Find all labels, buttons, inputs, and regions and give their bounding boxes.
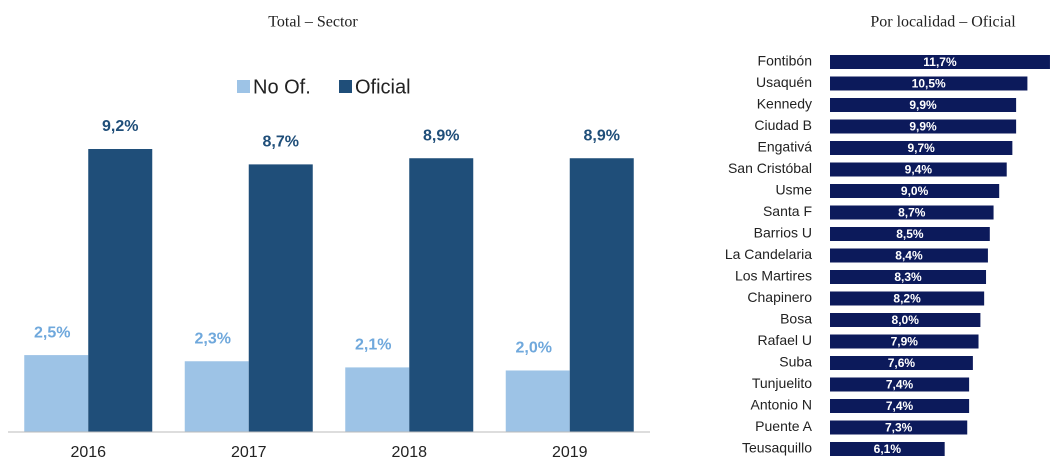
data-label: 9,2% [102, 118, 138, 135]
y-tick-label: Puente A [755, 418, 812, 434]
data-label: 2,5% [34, 324, 70, 341]
data-label: 8,4% [895, 249, 923, 263]
bar [830, 119, 1017, 134]
y-tick-label: La Candelaria [725, 246, 812, 262]
bar [345, 367, 410, 432]
y-tick-label: Antonio N [751, 397, 812, 413]
bar [830, 442, 945, 456]
data-label: 7,4% [886, 399, 914, 413]
legend-swatch [339, 80, 352, 93]
data-label: 7,6% [888, 356, 916, 370]
data-label: 7,9% [891, 335, 919, 349]
data-label: 10,5% [912, 77, 946, 91]
bar [830, 248, 988, 263]
data-label: 9,9% [909, 98, 937, 112]
data-label: 7,3% [885, 421, 913, 435]
y-tick-label: Engativá [758, 139, 813, 155]
bar [830, 291, 985, 306]
y-tick-label: Santa F [763, 203, 812, 219]
legend-label: No Of. [253, 76, 311, 98]
bar [830, 399, 970, 413]
y-tick-label: Usaquén [756, 74, 812, 90]
data-label: 7,4% [886, 378, 914, 392]
bar [830, 141, 1013, 155]
y-tick-label: Tunjuelito [752, 375, 812, 391]
data-label: 8,7% [898, 206, 926, 220]
x-tick-label: 2016 [70, 444, 106, 461]
data-label: 9,9% [909, 120, 937, 134]
data-label: 2,1% [355, 337, 391, 354]
chart-title: Total – Sector [268, 14, 358, 31]
legend-label: Oficial [355, 76, 411, 98]
x-tick-label: 2017 [231, 444, 267, 461]
y-tick-label: Los Martires [735, 268, 812, 284]
y-tick-label: Usme [775, 182, 812, 198]
y-tick-label: Teusaquillo [742, 440, 812, 456]
data-label: 8,7% [263, 134, 299, 151]
data-label: 8,5% [896, 227, 924, 241]
y-tick-label: Fontibón [758, 53, 812, 69]
bar [830, 205, 994, 220]
data-label: 2,0% [516, 340, 552, 357]
bar [24, 355, 89, 432]
data-label: 8,2% [893, 292, 921, 306]
bar [830, 184, 1000, 198]
x-tick-label: 2019 [552, 444, 588, 461]
bar [830, 334, 979, 349]
bar [830, 55, 1050, 69]
y-tick-label: Ciudad B [754, 117, 812, 133]
data-label: 2,3% [195, 330, 231, 347]
bar [830, 162, 1007, 177]
y-tick-label: Chapinero [747, 289, 812, 305]
bar [830, 270, 987, 284]
data-label: 8,9% [584, 127, 620, 144]
data-label: 9,7% [908, 141, 936, 155]
y-tick-label: Rafael U [758, 332, 812, 348]
y-tick-label: Bosa [780, 311, 812, 327]
bar [830, 420, 968, 435]
bar [830, 356, 973, 370]
y-tick-label: Barrios U [754, 225, 812, 241]
legend-swatch [237, 80, 250, 93]
bar [569, 158, 634, 432]
chart-title: Por localidad – Oficial [870, 14, 1016, 31]
bar [505, 370, 570, 432]
bar [830, 313, 981, 327]
bar [184, 361, 249, 432]
bar [248, 164, 313, 432]
y-tick-label: Suba [779, 354, 812, 370]
y-tick-label: San Cristóbal [728, 160, 812, 176]
bar [830, 227, 990, 241]
data-label: 9,0% [901, 184, 929, 198]
bar [830, 76, 1028, 91]
bar [409, 158, 474, 432]
data-label: 8,9% [423, 127, 459, 144]
data-label: 6,1% [874, 442, 902, 456]
x-tick-label: 2018 [391, 444, 427, 461]
data-label: 9,4% [905, 163, 933, 177]
bar [88, 149, 153, 432]
data-label: 8,0% [892, 313, 920, 327]
bar [830, 98, 1017, 112]
data-label: 11,7% [923, 55, 957, 69]
data-label: 8,3% [894, 270, 922, 284]
y-tick-label: Kennedy [757, 96, 812, 112]
bar [830, 377, 970, 392]
